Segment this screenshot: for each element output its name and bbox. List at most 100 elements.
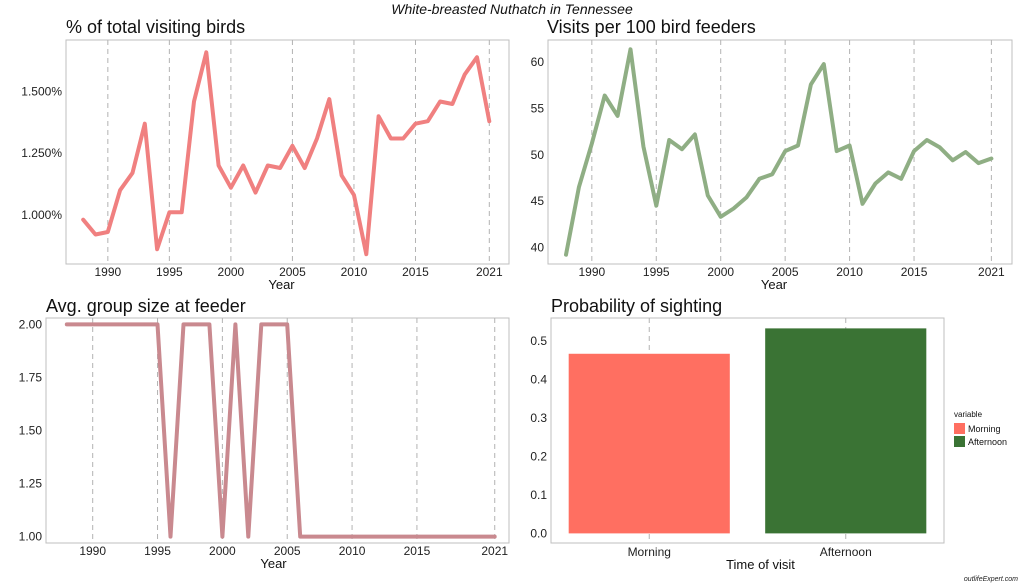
data-point [591,143,593,145]
x-tick-label: 1990 [79,544,106,558]
data-point [849,145,851,147]
data-point [439,101,441,103]
data-point [193,101,195,103]
data-point [144,123,146,125]
y-tick-label: 1.500% [21,85,62,99]
data-point [578,186,580,188]
data-point [451,103,453,105]
y-tick-label: 55 [531,101,545,115]
plot-frame [45,317,510,544]
data-point [170,536,172,538]
data-point [390,137,392,139]
data-point [230,187,232,189]
data-point [720,216,722,218]
y-tick-label: 0.0 [530,526,547,540]
chart-title-pct: % of total visiting birds [66,17,246,37]
data-point [208,323,210,325]
data-point [977,162,979,164]
legend-swatch-morning [954,423,965,434]
y-tick-label: 2.00 [19,317,43,331]
x-tick-label: Afternoon [820,545,872,559]
data-point [304,167,306,169]
y-tick-label: 45 [531,194,545,208]
plot-frame [547,39,1013,265]
data-point [365,253,367,255]
data-point [92,323,94,325]
x-axis-label: Year [260,556,287,571]
data-point [312,536,314,538]
plot-frame [65,39,510,265]
data-point [378,115,380,117]
data-point [913,150,915,152]
y-tick-label: 60 [531,55,545,69]
x-tick-label: 2005 [772,265,799,279]
y-tick-label: 1.25 [19,477,43,491]
data-point [681,148,683,150]
y-tick-label: 40 [531,240,545,254]
data-point [427,120,429,122]
data-point [328,98,330,100]
data-point [255,192,257,194]
data-point [668,139,670,141]
x-tick-label: 1995 [643,265,670,279]
data-point [926,139,928,141]
x-axis-label: Year [761,277,788,292]
x-tick-label: 2015 [402,265,429,279]
data-point [745,196,747,198]
data-point [205,51,207,53]
data-point [82,219,84,221]
y-tick-label: 0.3 [530,411,547,425]
site-credit: outlifeExpert.com [963,576,1018,583]
data-point [118,323,120,325]
data-point [144,323,146,325]
y-tick-label: 0.2 [530,449,547,463]
data-point [279,167,281,169]
legend: variable Morning Afternoon [954,410,1007,448]
data-point [488,120,490,122]
x-tick-label: Morning [628,545,671,559]
data-point [247,536,249,538]
y-tick-label: 1.75 [19,370,43,384]
data-point [565,254,567,256]
data-point [476,56,478,58]
x-tick-label: 1990 [94,265,121,279]
data-point [887,171,889,173]
legend-title: variable [954,410,983,419]
y-tick-label: 0.5 [530,334,547,348]
data-point [810,83,812,85]
x-tick-label: 1995 [144,544,171,558]
x-tick-label: 2000 [209,544,236,558]
data-point [353,194,355,196]
y-tick-label: 0.1 [530,488,547,502]
data-point [403,536,405,538]
data-point [105,323,107,325]
data-point [733,207,735,209]
legend-swatch-afternoon [954,436,965,447]
data-point [157,323,159,325]
x-tick-label: 2021 [481,544,508,558]
y-tick-label: 50 [531,148,545,162]
data-point [874,182,876,184]
legend-item-afternoon: Afternoon [954,435,1007,448]
bar-afternoon [765,328,927,534]
data-point [218,165,220,167]
data-point [604,95,606,97]
data-point [629,48,631,50]
figure-title: White-breasted Nuthatch in Tennessee [391,1,633,17]
data-point [338,536,340,538]
data-point [364,536,366,538]
data-point [939,146,941,148]
chart-title-visits: Visits per 100 bird feeders [547,17,756,37]
data-point [464,73,466,75]
data-point [416,536,418,538]
y-tick-label: 1.00 [19,530,43,544]
y-tick-label: 1.50 [19,424,43,438]
plot-frame [550,317,945,544]
x-tick-label: 2010 [836,265,863,279]
legend-label-afternoon: Afternoon [968,436,1008,447]
data-point [494,536,496,538]
data-point [119,189,121,191]
